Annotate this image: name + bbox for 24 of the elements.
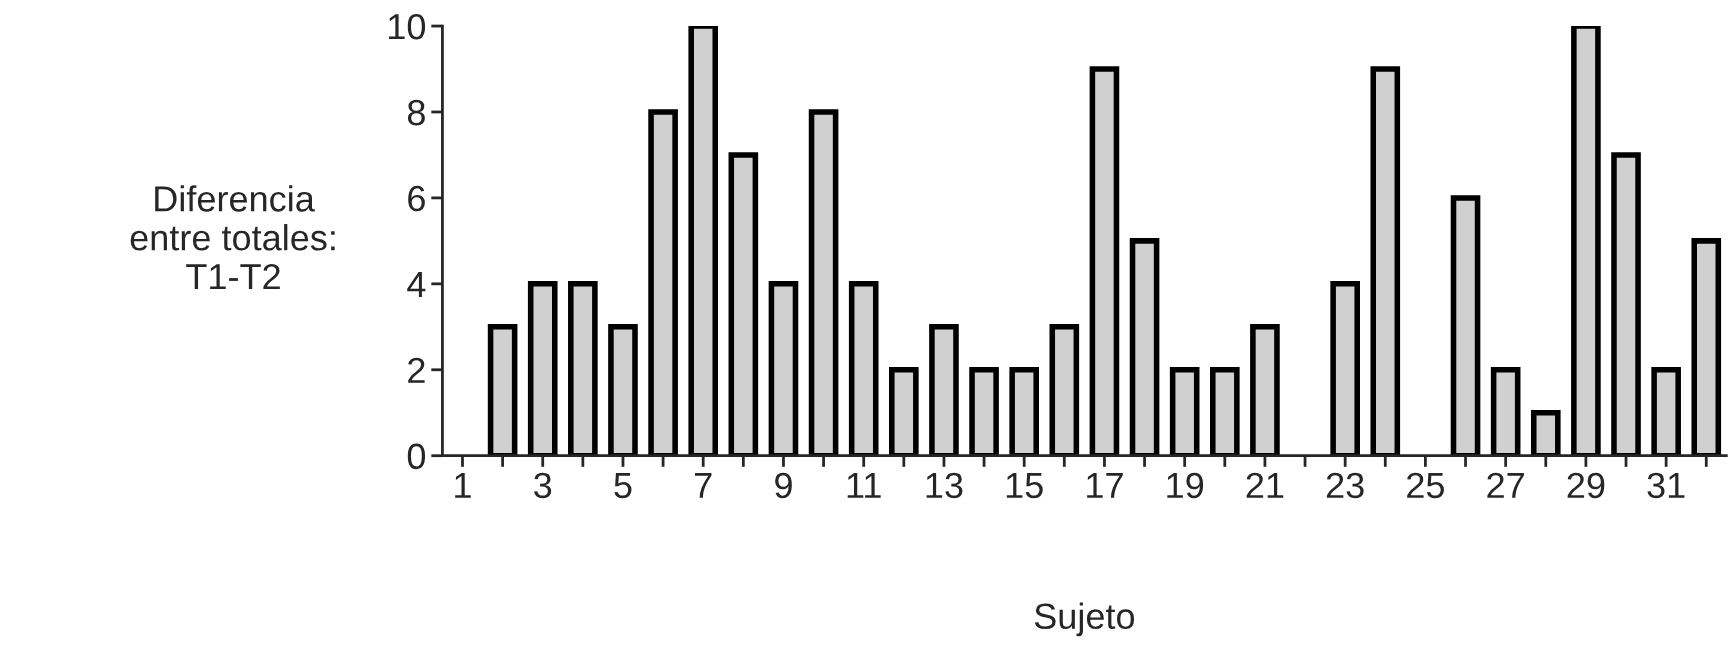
y-tick-label: 2 [408,357,425,383]
y-tick-label: 4 [407,272,426,297]
x-tick-label: 15 [1006,473,1043,499]
x-tick-label: 3 [534,472,552,499]
x-tick-label: 23 [1326,472,1364,499]
y-tick-label: 0 [407,443,426,470]
y-tick-label: 6 [408,185,425,212]
x-tick-label: 1 [455,473,471,498]
x-tick-label: 7 [695,473,712,498]
x-tick-label: 29 [1567,472,1605,499]
x-tick-label: 19 [1167,472,1204,499]
x-tick-label: 25 [1407,472,1444,499]
x-tick-label: 31 [1647,472,1685,499]
x-tick-label: 11 [847,473,881,498]
x-tick-label: 5 [614,473,632,499]
x-axis-title: Sujeto [1034,602,1135,637]
y-tick-label: 8 [407,99,425,126]
x-tick-label: 27 [1487,472,1524,498]
x-tick-label: 9 [775,472,792,499]
y-axis-title: Diferencia entre totales: T1-T2 [130,185,335,290]
x-tick-label: 17 [1087,473,1123,498]
x-tick-label: 21 [1246,472,1284,498]
x-tick-label: 13 [926,472,963,499]
y-tick-label: 10 [389,13,426,40]
